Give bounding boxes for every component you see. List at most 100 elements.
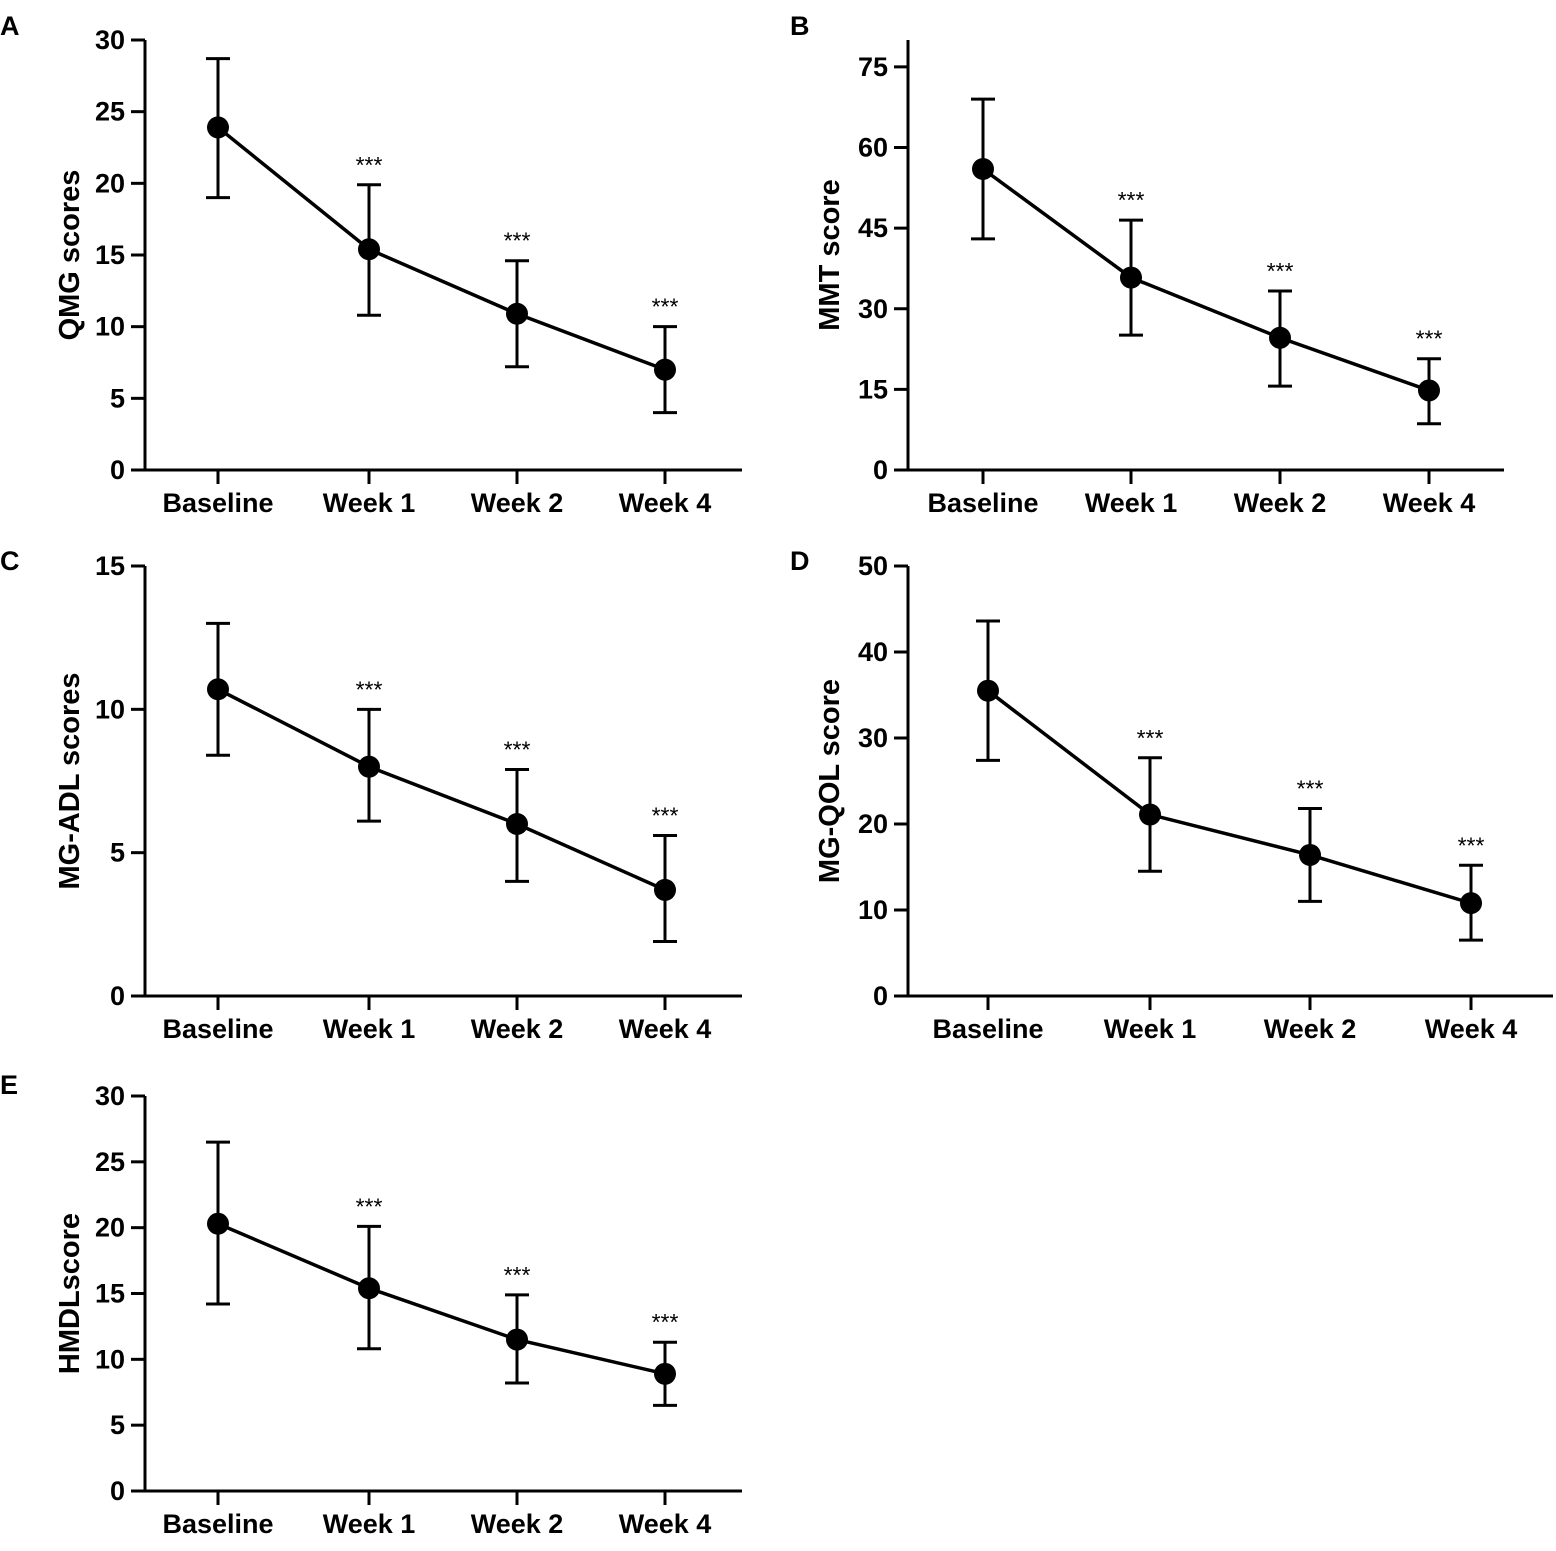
- panel-letter: A: [0, 11, 20, 41]
- x-tick-label: Baseline: [162, 1014, 273, 1044]
- x-tick-label: Week 2: [471, 1014, 564, 1044]
- y-axis-title: HMDLscore: [54, 1213, 86, 1374]
- data-point: [506, 302, 528, 325]
- y-tick-label: 0: [110, 455, 125, 485]
- chart-panel-d: D 0 10 20 30 40 50 MG-QOL score Baseline Week 1 We…: [790, 546, 1553, 1044]
- significance-label: ***: [1118, 187, 1145, 213]
- y-tick-label: 15: [95, 1279, 125, 1309]
- y-tick-label: 15: [95, 551, 125, 581]
- y-tick-label: 15: [858, 374, 888, 404]
- data-point: [506, 813, 528, 835]
- y-tick-label: 30: [858, 723, 888, 753]
- panel-letter: D: [790, 546, 810, 576]
- chart-panel-b: B 0 15 30 45 60 75 MMT score Baseline Week 1 Week …: [790, 11, 1504, 518]
- data-point: [358, 755, 380, 778]
- y-tick-label: 30: [95, 25, 125, 55]
- x-tick-label: Week 2: [1264, 1014, 1357, 1044]
- significance-label: ***: [356, 676, 383, 702]
- x-tick-label: Week 1: [323, 488, 416, 518]
- data-point: [207, 678, 229, 701]
- y-axis-title: MG-ADL scores: [54, 672, 86, 889]
- chart-panel-e: E 0 5 10 15 20 25 30 HMDLscore Baseline Week 1 Week…: [0, 1070, 742, 1539]
- y-tick-label: 75: [858, 52, 888, 82]
- y-tick-label: 10: [95, 694, 125, 724]
- significance-label: ***: [504, 737, 531, 763]
- series-line: [217, 687, 666, 892]
- x-tick-label: Week 1: [1085, 488, 1178, 518]
- panel-letter: E: [0, 1070, 18, 1100]
- significance-label: ***: [1267, 258, 1294, 284]
- data-point: [1460, 892, 1482, 915]
- data-point: [358, 1277, 380, 1300]
- significance-label: ***: [1458, 832, 1485, 858]
- series-line: [986, 689, 1472, 905]
- y-tick-label: 5: [110, 383, 125, 413]
- data-point: [207, 1212, 229, 1235]
- data-point: [977, 679, 999, 702]
- y-tick-label: 0: [873, 455, 888, 485]
- y-tick-label: 30: [95, 1081, 125, 1111]
- y-tick-label: 45: [858, 213, 888, 243]
- chart-panel-a: A 0 5 10 15 20 25 30 QMG scores Baseline Week 1 Wee…: [0, 11, 742, 518]
- significance-label: ***: [356, 1193, 383, 1219]
- x-tick-label: Baseline: [927, 488, 1038, 518]
- data-point: [1269, 326, 1291, 349]
- data-point: [358, 238, 380, 261]
- x-tick-label: Baseline: [932, 1014, 1043, 1044]
- x-tick-label: Week 4: [619, 1014, 712, 1044]
- significance-label: ***: [356, 152, 383, 178]
- x-tick-label: Week 1: [323, 1509, 416, 1539]
- panel-letter: C: [0, 546, 20, 576]
- x-tick-label: Week 2: [1234, 488, 1327, 518]
- data-point: [1418, 379, 1440, 402]
- y-tick-label: 10: [95, 312, 125, 342]
- y-tick-label: 15: [95, 240, 125, 270]
- data-point: [654, 1362, 676, 1385]
- data-point: [207, 116, 229, 139]
- x-tick-label: Week 1: [323, 1014, 416, 1044]
- significance-label: ***: [504, 228, 531, 254]
- y-axis-title: QMG scores: [54, 170, 86, 341]
- data-point: [1120, 266, 1142, 289]
- y-tick-label: 20: [95, 168, 125, 198]
- y-tick-label: 25: [95, 97, 125, 127]
- significance-label: ***: [1416, 326, 1443, 352]
- y-tick-label: 5: [110, 1410, 125, 1440]
- y-tick-label: 0: [110, 981, 125, 1011]
- data-point: [654, 878, 676, 901]
- x-tick-label: Week 1: [1104, 1014, 1197, 1044]
- data-point: [972, 158, 994, 180]
- y-tick-label: 40: [858, 637, 888, 667]
- data-point: [654, 358, 676, 381]
- y-axis-title: MG-QOL score: [814, 679, 846, 883]
- x-tick-label: Week 4: [1383, 488, 1476, 518]
- data-point: [1139, 803, 1161, 826]
- x-tick-label: Week 4: [1425, 1014, 1518, 1044]
- y-tick-label: 30: [858, 294, 888, 324]
- significance-label: ***: [652, 294, 679, 320]
- y-tick-label: 20: [858, 809, 888, 839]
- y-tick-label: 0: [873, 981, 888, 1011]
- significance-label: ***: [504, 1262, 531, 1288]
- y-tick-label: 20: [95, 1213, 125, 1243]
- significance-label: ***: [1297, 776, 1324, 802]
- series-line: [981, 167, 1430, 393]
- y-tick-label: 50: [858, 551, 888, 581]
- significance-label: ***: [652, 802, 679, 828]
- y-tick-label: 10: [858, 895, 888, 925]
- data-point: [506, 1328, 528, 1351]
- significance-label: ***: [652, 1309, 679, 1335]
- y-tick-label: 10: [95, 1344, 125, 1374]
- x-tick-label: Week 4: [619, 488, 712, 518]
- y-tick-label: 5: [110, 838, 125, 868]
- chart-panel-c: C 0 5 10 15 MG-ADL scores Baseline Week 1 Week 2…: [0, 546, 742, 1044]
- significance-label: ***: [1137, 725, 1164, 751]
- panel-letter: B: [790, 11, 810, 41]
- y-tick-label: 25: [95, 1147, 125, 1177]
- x-tick-label: Week 2: [471, 488, 564, 518]
- series-line: [217, 1222, 666, 1376]
- y-tick-label: 0: [110, 1476, 125, 1506]
- x-tick-label: Week 4: [619, 1509, 712, 1539]
- y-axis-title: MMT score: [814, 179, 846, 330]
